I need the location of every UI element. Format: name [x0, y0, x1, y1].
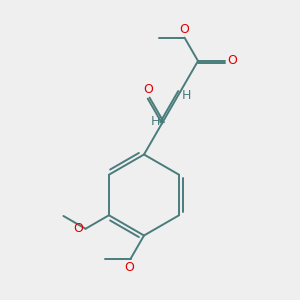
Text: O: O [179, 23, 189, 36]
Text: O: O [143, 83, 153, 96]
Text: O: O [227, 55, 237, 68]
Text: H: H [182, 89, 191, 102]
Text: O: O [124, 261, 134, 274]
Text: O: O [73, 222, 83, 235]
Text: H: H [151, 115, 160, 128]
